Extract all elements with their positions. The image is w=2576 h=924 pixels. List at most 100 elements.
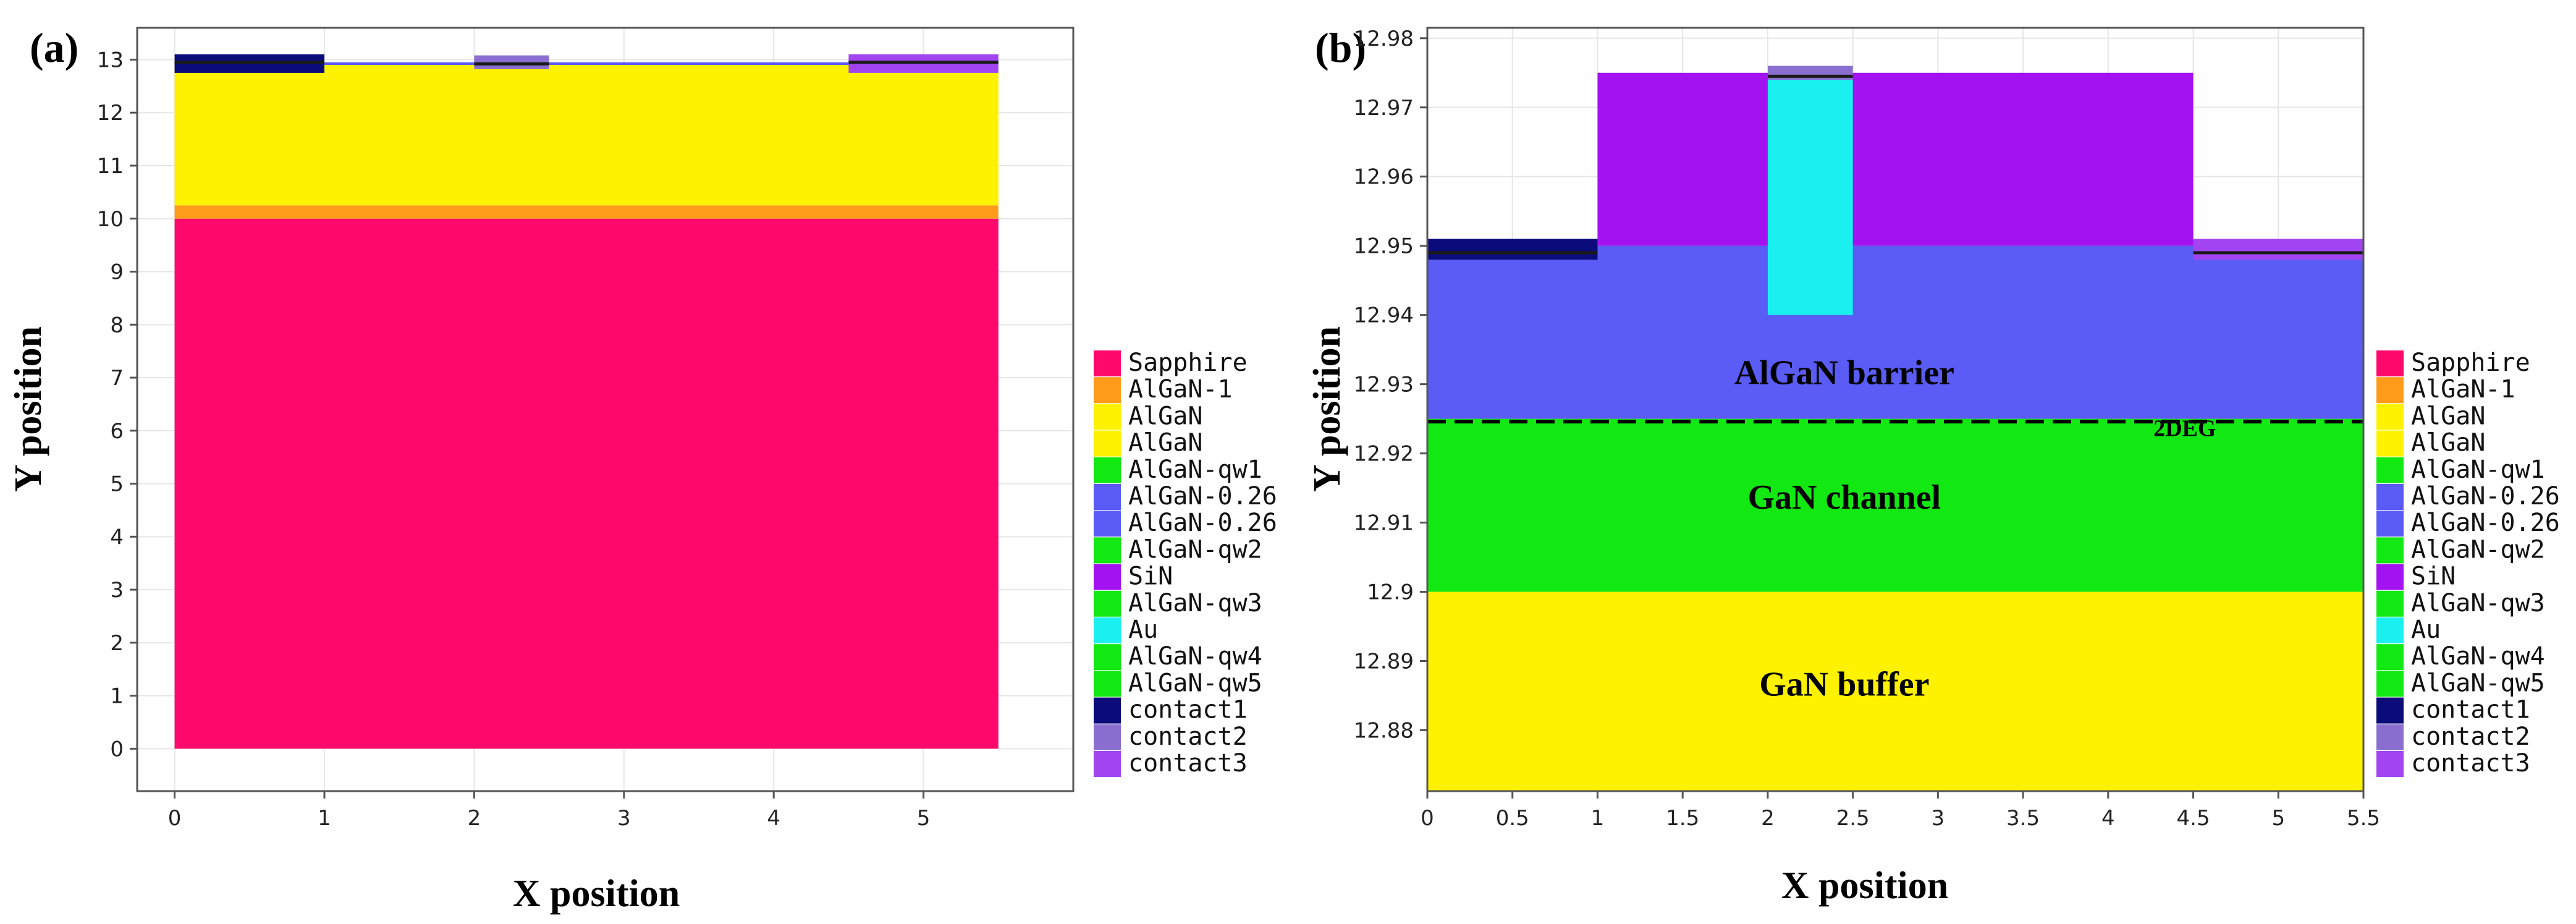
y-tick-label: 12.9 <box>1367 580 1414 605</box>
legend-swatch <box>2376 350 2404 376</box>
legend-label: AlGaN <box>2411 429 2485 457</box>
y-tick-label: 6 <box>110 419 124 444</box>
y-tick-label: 12.94 <box>1354 303 1414 328</box>
legend-swatch <box>2376 751 2404 777</box>
legend-swatch <box>2376 590 2404 617</box>
y-tick-label: 12.91 <box>1354 511 1414 536</box>
legend-swatch <box>1094 484 1121 510</box>
legend-label: AlGaN-0.26 <box>1128 482 1277 511</box>
legend-swatch <box>1094 590 1121 617</box>
x-tick-label: 0 <box>168 806 182 831</box>
legend-label: Au <box>1128 616 1158 644</box>
legend-label: AlGaN <box>1128 429 1202 457</box>
panel-a-regions <box>174 54 999 749</box>
y-tick-label: 4 <box>110 525 124 549</box>
y-tick-label: 2 <box>110 631 124 656</box>
legend-label: Sapphire <box>1128 349 1248 377</box>
panel-b-x-ticks: 0 0.5 1 1.5 2 2.5 3 3.5 4 4.5 5 5.5 <box>1421 791 2380 831</box>
x-tick-label: 0 <box>1421 806 1434 831</box>
legend-label: contact3 <box>1128 749 1248 778</box>
x-tick-label: 3 <box>617 806 631 831</box>
legend-swatch <box>1094 404 1121 430</box>
y-tick-label: 12.95 <box>1354 234 1414 259</box>
legend-label: AlGaN-1 <box>1128 375 1233 404</box>
region-au <box>1767 79 1853 315</box>
region-sin <box>1597 72 2194 246</box>
legend-label: AlGaN-qw3 <box>2411 589 2545 617</box>
region-algan-1 <box>174 205 999 219</box>
region-sapphire <box>174 218 999 749</box>
legend-label: SiN <box>2411 562 2456 591</box>
y-tick-label: 1 <box>110 684 124 709</box>
y-tick-label: 5 <box>110 472 124 497</box>
y-tick-label: 12.88 <box>1354 718 1414 743</box>
region-algan <box>174 65 999 206</box>
panel-a-y-axis-title: Y position <box>7 326 49 492</box>
panel-b-y-ticks: 12.88 12.89 12.9 12.91 12.92 12.93 12.94 12.95 1… <box>1354 27 1427 743</box>
y-tick-label: 11 <box>97 154 124 179</box>
annotation-algan-barrier: AlGaN barrier <box>1734 354 1954 392</box>
legend-swatch <box>2376 564 2404 590</box>
panel-a-x-ticks: 0 1 2 3 4 5 <box>168 791 930 831</box>
panel-a-x-axis-title: X position <box>513 873 680 915</box>
x-tick-label: 1 <box>318 806 331 831</box>
legend-label: AlGaN-0.26 <box>2411 509 2560 537</box>
legend-swatch <box>2376 724 2404 750</box>
legend-label: AlGaN-1 <box>2411 375 2515 404</box>
legend-swatch <box>1094 697 1121 724</box>
legend-label: Sapphire <box>2411 349 2530 377</box>
legend-label: AlGaN-qw3 <box>1128 589 1262 617</box>
panel-b-legend: SapphireAlGaN-1AlGaNAlGaNAlGaN-qw1AlGaN-… <box>2376 349 2560 778</box>
y-tick-label: 3 <box>110 578 124 603</box>
x-tick-label: 5 <box>2271 806 2285 831</box>
y-tick-label: 12.96 <box>1354 165 1414 190</box>
legend-swatch <box>1094 644 1121 671</box>
legend-swatch <box>2376 617 2404 643</box>
legend-swatch <box>1094 457 1121 483</box>
y-tick-label: 7 <box>110 366 124 391</box>
legend-swatch <box>1094 537 1121 564</box>
panel-b-plot-frame <box>1426 27 2365 792</box>
legend-label: AlGaN-qw4 <box>1128 642 1262 671</box>
legend-swatch <box>1094 377 1121 404</box>
x-tick-label: 0.5 <box>1496 806 1529 831</box>
region-algan <box>1427 591 2363 791</box>
legend-label: Au <box>2411 616 2441 644</box>
panel-b-annotations: AlGaN barrier GaN channel GaN buffer 2DEG <box>1734 354 2216 704</box>
x-tick-label: 2 <box>468 806 481 831</box>
x-tick-label: 4 <box>2101 806 2115 831</box>
region-contact1 <box>1427 239 1598 260</box>
legend-swatch <box>1094 511 1121 537</box>
x-tick-label: 1.5 <box>1666 806 1699 831</box>
legend-swatch <box>2376 430 2404 457</box>
annotation-gan-channel: GaN channel <box>1748 478 1941 517</box>
legend-label: AlGaN-qw1 <box>2411 456 2545 484</box>
y-tick-label: 12.89 <box>1354 650 1414 674</box>
legend-label: contact3 <box>2411 749 2530 778</box>
legend-swatch <box>2376 537 2404 564</box>
y-tick-label: 12.93 <box>1354 373 1414 397</box>
panel-b-regions <box>1427 66 2363 791</box>
legend-label: AlGaN-qw5 <box>2411 669 2545 697</box>
legend-label: contact1 <box>1128 696 1248 724</box>
legend-label: SiN <box>1128 562 1173 591</box>
legend-swatch <box>2376 644 2404 671</box>
y-tick-label: 8 <box>110 313 124 337</box>
legend-swatch <box>1094 350 1121 376</box>
legend-label: AlGaN-qw2 <box>2411 535 2545 564</box>
annotation-2deg: 2DEG <box>2153 416 2216 442</box>
legend-label: AlGaN-qw4 <box>2411 642 2545 671</box>
x-tick-label: 2 <box>1761 806 1775 831</box>
legend-label: AlGaN-0.26 <box>1128 509 1277 537</box>
x-tick-label: 2.5 <box>1836 806 1870 831</box>
y-tick-label: 12.98 <box>1354 27 1414 51</box>
region-contact3 <box>2193 239 2363 260</box>
panel-a-legend: SapphireAlGaN-1AlGaNAlGaNAlGaN-qw1AlGaN-… <box>1094 349 1277 778</box>
legend-label: contact1 <box>2411 696 2530 724</box>
y-tick-label: 12.92 <box>1354 442 1414 467</box>
legend-label: AlGaN <box>1128 402 1202 430</box>
legend-label: contact2 <box>1128 723 1248 751</box>
legend-swatch <box>1094 724 1121 750</box>
